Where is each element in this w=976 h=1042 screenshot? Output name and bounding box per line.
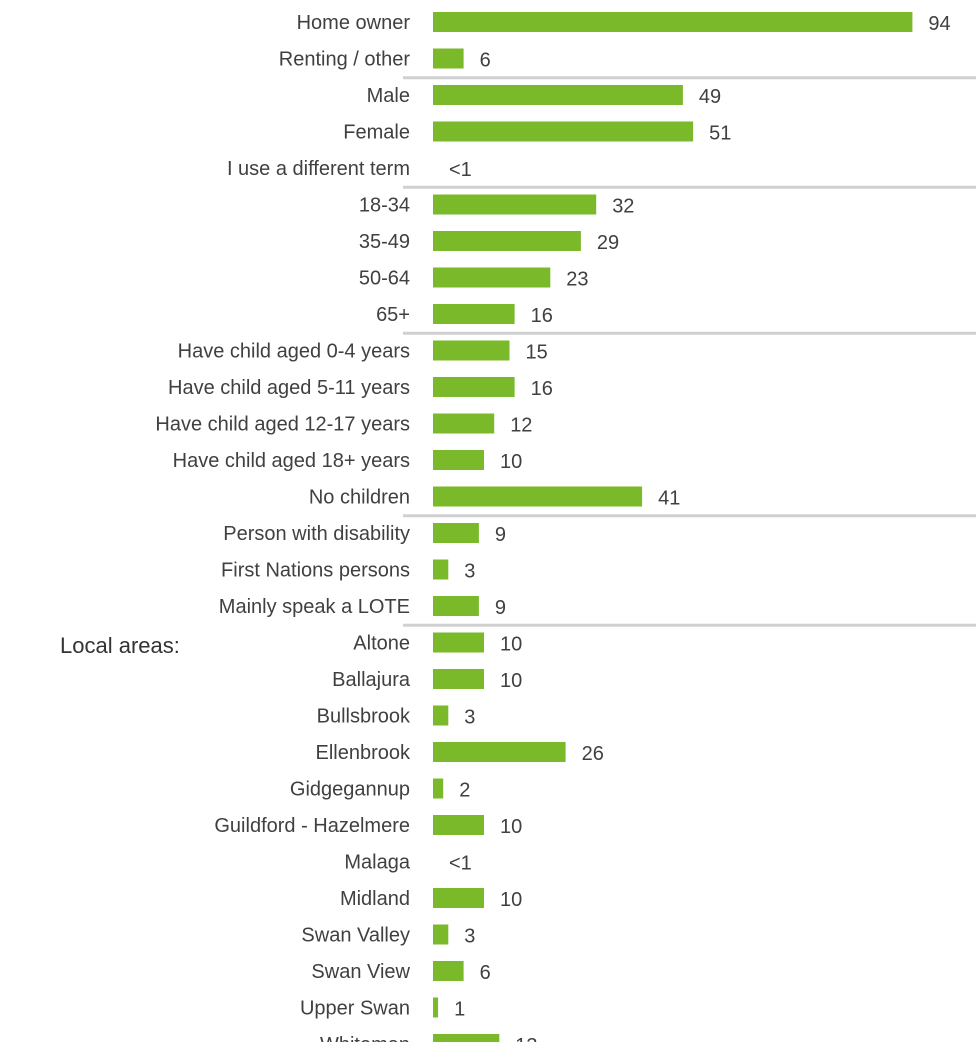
- category-label: Renting / other: [279, 49, 411, 71]
- bar: [433, 1034, 499, 1042]
- value-label: 15: [526, 342, 548, 364]
- category-label: 18-34: [359, 195, 410, 217]
- value-label: 10: [500, 451, 522, 473]
- value-label: 10: [500, 634, 522, 656]
- bar: [433, 888, 484, 908]
- bar: [433, 122, 693, 142]
- value-label: <1: [449, 853, 472, 875]
- bar: [433, 85, 683, 105]
- value-label: 10: [500, 816, 522, 838]
- bar: [433, 815, 484, 835]
- value-label: 9: [495, 597, 506, 619]
- category-label: Midland: [340, 888, 410, 910]
- category-label: Have child aged 18+ years: [173, 450, 410, 472]
- bar: [433, 742, 566, 762]
- value-label: 23: [566, 269, 588, 291]
- category-label: Whiteman: [320, 1034, 410, 1042]
- bar: [433, 560, 448, 580]
- value-label: 29: [597, 232, 619, 254]
- category-label: Have child aged 5-11 years: [168, 377, 410, 399]
- category-label: Swan View: [311, 961, 410, 983]
- bar: [433, 304, 515, 324]
- bar: [433, 633, 484, 653]
- bar: [433, 779, 443, 799]
- local-areas-label: Local areas:: [60, 626, 180, 666]
- value-label: 6: [480, 962, 491, 984]
- value-label: 6: [480, 50, 491, 72]
- category-label: Swan Valley: [301, 925, 410, 947]
- bar: [433, 925, 448, 945]
- value-label: 9: [495, 524, 506, 546]
- category-label: Have child aged 12-17 years: [155, 414, 410, 436]
- category-label: First Nations persons: [221, 560, 410, 582]
- value-label: 3: [464, 926, 475, 948]
- value-label: 13: [515, 1035, 537, 1042]
- category-label: 65+: [376, 304, 410, 326]
- value-label: 3: [464, 561, 475, 583]
- value-label: 32: [612, 196, 634, 218]
- category-label: Female: [343, 122, 410, 144]
- category-label: Ballajura: [332, 669, 411, 691]
- category-label: Bullsbrook: [317, 706, 411, 728]
- bar: [433, 377, 515, 397]
- value-label: 49: [699, 86, 721, 108]
- category-label: Malaga: [344, 852, 410, 874]
- bar: [433, 450, 484, 470]
- value-label: 94: [928, 13, 950, 35]
- bar: [433, 49, 464, 69]
- category-label: No children: [309, 487, 410, 509]
- bar: [433, 961, 464, 981]
- bar: [433, 231, 581, 251]
- category-label: Male: [367, 85, 410, 107]
- bar: [433, 523, 479, 543]
- bar: [433, 487, 642, 507]
- value-label: 3: [464, 707, 475, 729]
- value-label: 16: [531, 378, 553, 400]
- bar: [433, 341, 510, 361]
- category-label: Home owner: [297, 12, 411, 34]
- category-label: Have child aged 0-4 years: [178, 341, 410, 363]
- bar: [433, 669, 484, 689]
- value-label: 16: [531, 305, 553, 327]
- category-label: 35-49: [359, 231, 410, 253]
- value-label: 2: [459, 780, 470, 802]
- bar: [433, 414, 494, 434]
- value-label: 10: [500, 670, 522, 692]
- value-label: 12: [510, 415, 532, 437]
- bar: [433, 998, 438, 1018]
- value-label: 41: [658, 488, 680, 510]
- bar: [433, 268, 550, 288]
- category-label: 50-64: [359, 268, 410, 290]
- bar: [433, 596, 479, 616]
- category-label: Ellenbrook: [315, 742, 411, 764]
- category-label: I use a different term: [227, 158, 410, 180]
- bar: [433, 12, 912, 32]
- category-label: Guildford - Hazelmere: [214, 815, 410, 837]
- category-label: Person with disability: [223, 523, 410, 545]
- value-label: 1: [454, 999, 465, 1021]
- category-label: Gidgegannup: [290, 779, 410, 801]
- value-label: 26: [582, 743, 604, 765]
- category-label: Altone: [353, 633, 410, 655]
- value-label: <1: [449, 159, 472, 181]
- bar: [433, 706, 448, 726]
- value-label: 51: [709, 123, 731, 145]
- category-label: Mainly speak a LOTE: [219, 596, 410, 618]
- value-label: 10: [500, 889, 522, 911]
- category-label: Upper Swan: [300, 998, 410, 1020]
- bar: [433, 195, 596, 215]
